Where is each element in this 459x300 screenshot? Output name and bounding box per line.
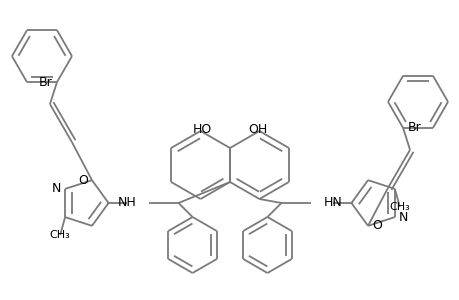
Text: OH: OH: [247, 123, 267, 136]
Text: CH₃: CH₃: [50, 230, 70, 240]
Text: HN: HN: [323, 196, 341, 209]
Text: N: N: [398, 211, 407, 224]
Text: Br: Br: [406, 121, 420, 134]
Text: HO: HO: [192, 123, 212, 136]
Text: N: N: [52, 182, 61, 195]
Text: Br: Br: [39, 76, 53, 89]
Text: O: O: [371, 219, 381, 232]
Text: NH: NH: [118, 196, 136, 209]
Text: CH₃: CH₃: [389, 202, 409, 212]
Text: O: O: [78, 174, 88, 187]
